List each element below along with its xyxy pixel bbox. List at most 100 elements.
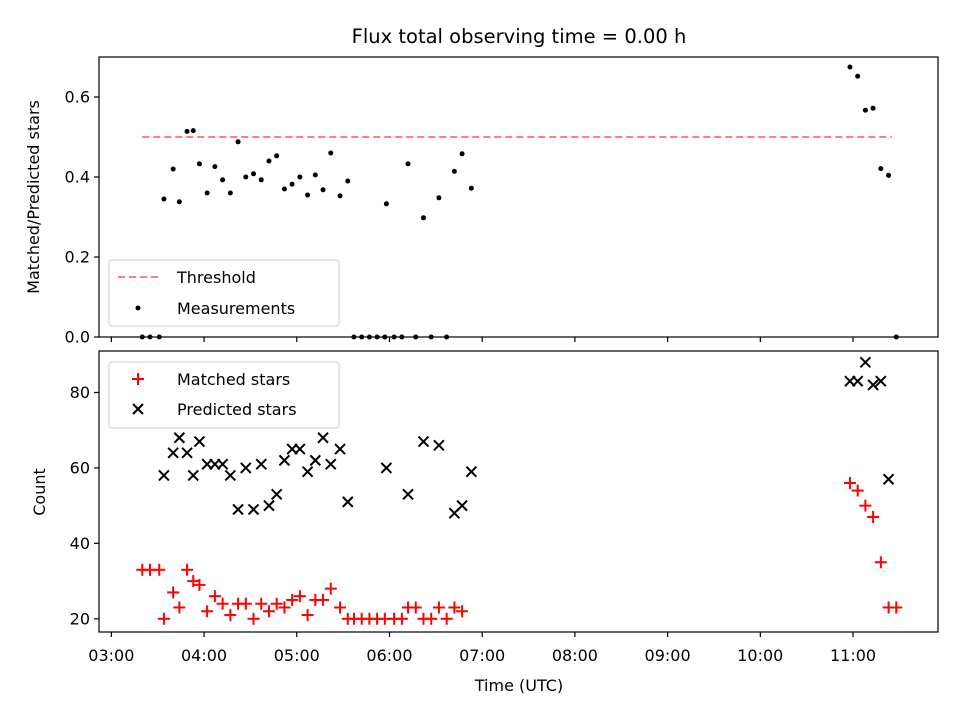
ratio-x-ticks — [110, 337, 854, 342]
measurements-point — [289, 181, 295, 187]
x-tick-label: 11:00 — [830, 646, 876, 665]
predicted-stars-point — [181, 447, 193, 459]
matched-stars-point — [874, 556, 887, 569]
x-tick-label: 10:00 — [737, 646, 783, 665]
measurements-point — [405, 161, 411, 167]
matched-stars-point — [286, 593, 299, 606]
predicted-stars-point — [317, 432, 329, 444]
predicted-stars-point — [224, 469, 237, 482]
matched-stars-point — [193, 578, 206, 591]
measurements-point — [862, 107, 868, 113]
matched-stars-point — [224, 609, 237, 622]
matched-stars-point — [456, 605, 469, 618]
predicted-stars-point — [278, 454, 291, 467]
matched-stars-point — [157, 612, 170, 625]
ratio-legend-box — [108, 259, 340, 327]
measurements-point — [878, 166, 884, 172]
predicted-stars-point — [167, 447, 179, 459]
ratio-y-ticks: 0.0 0.2 0.4 0.6 — [65, 88, 99, 347]
count-legend-box — [108, 361, 340, 429]
predicted-stars-point — [158, 469, 170, 482]
x-tick-label: 05:00 — [274, 646, 320, 665]
measurements-point — [220, 177, 226, 183]
x-tick-label: 08:00 — [552, 646, 598, 665]
matched-stars-point — [317, 593, 330, 606]
count-y-ticks: 20 40 60 80 — [70, 383, 99, 628]
measurements-point — [320, 187, 326, 193]
count-y-axis-label: Count — [30, 468, 49, 516]
ratio-plot-frame — [98, 56, 939, 338]
count-x-axis-label: Time (UTC) — [474, 676, 563, 695]
measurements-point — [266, 158, 272, 164]
matched-stars-point — [262, 605, 275, 618]
measurements-point — [176, 199, 182, 205]
matched-stars-point — [867, 510, 880, 523]
matched-stars-point — [167, 586, 180, 599]
predicted-stars-point — [851, 375, 864, 387]
y-tick-label: 0.4 — [65, 168, 90, 187]
predicted-stars-point — [465, 465, 478, 478]
predicted-stars-point — [325, 458, 337, 470]
matched-stars-point — [187, 575, 200, 588]
x-tick-label: 03:00 — [88, 646, 134, 665]
predicted-stars-point — [334, 443, 346, 455]
y-tick-label: 0.0 — [65, 328, 90, 347]
predicted-stars-point — [232, 503, 244, 516]
predicted-stars-point — [173, 432, 186, 444]
matched-stars-point — [843, 477, 856, 490]
threshold-legend-label: Threshold — [176, 268, 256, 287]
predicted-stars-point — [882, 473, 895, 485]
matched-stars-point — [173, 601, 186, 614]
measurements-point — [345, 178, 351, 184]
count-plot-frame — [98, 350, 939, 633]
predicted-stars-point — [240, 462, 252, 474]
predicted-stars-point — [294, 443, 306, 455]
measurements-point — [235, 139, 241, 145]
measurements-point — [227, 190, 233, 196]
predicted-stars-point — [187, 469, 199, 482]
predicted-stars-point — [867, 379, 879, 391]
measurements-point — [212, 164, 218, 170]
x-tick-label: 06:00 — [366, 646, 412, 665]
measurements-point — [297, 174, 303, 180]
measurements-point — [258, 177, 264, 183]
matched-stars-point — [301, 609, 314, 622]
matched-stars-point — [440, 612, 453, 625]
predicted-stars-point — [380, 462, 393, 474]
measurements-point — [468, 185, 474, 191]
matched-stars-point — [859, 499, 872, 512]
measurements-point — [847, 64, 853, 70]
matched-stars-point — [216, 597, 229, 610]
matched-stars-point — [324, 582, 337, 595]
y-tick-label: 20 — [70, 609, 90, 628]
measurements-point — [190, 128, 196, 134]
matched-stars-point — [247, 612, 260, 625]
measurements-point — [451, 168, 457, 174]
predicted-legend-label: Predicted stars — [177, 400, 297, 419]
matched-stars-point — [395, 612, 408, 625]
measurements-point — [337, 193, 343, 199]
predicted-stars-point — [301, 465, 314, 478]
measurements-point — [886, 172, 892, 178]
measurements-point — [383, 201, 389, 207]
measurements-point — [855, 73, 861, 79]
predicted-stars-point — [247, 503, 260, 516]
matched-stars-point — [851, 484, 864, 497]
predicted-stars-point — [270, 488, 283, 501]
measurements-point — [312, 172, 318, 178]
measurements-legend-swatch — [135, 305, 141, 311]
matched-stars-point — [890, 601, 903, 614]
matched-stars-point — [201, 605, 214, 618]
matched-legend-swatch — [132, 373, 144, 385]
measurements-point — [436, 195, 442, 201]
measurements-point — [170, 166, 176, 172]
measurements-point — [459, 151, 465, 157]
predicted-stars-point — [193, 435, 206, 448]
predicted-stars-point — [875, 375, 887, 387]
x-tick-label: 07:00 — [459, 646, 505, 665]
measurements-legend-label: Measurements — [177, 299, 295, 318]
predicted-legend-swatch — [132, 403, 144, 415]
measurements-point — [161, 196, 167, 202]
count-x-ticks: 03:00 04:00 05:00 06:00 07:00 08:00 09:00 10:00… — [88, 632, 876, 665]
